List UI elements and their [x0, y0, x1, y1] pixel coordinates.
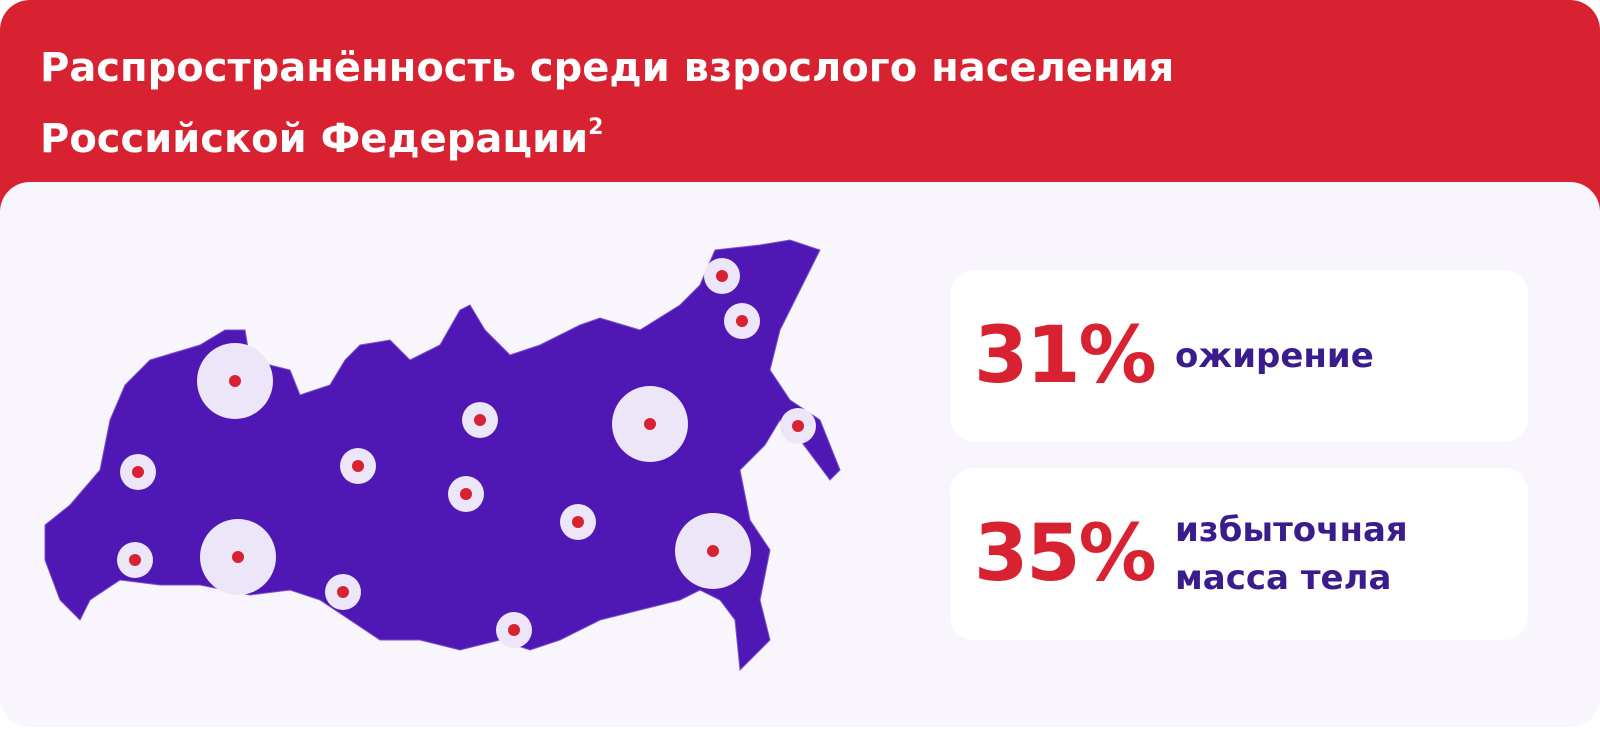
- marker-dot: [337, 586, 349, 598]
- stat-label-line: масса тела: [1175, 558, 1392, 598]
- marker-dot: [508, 624, 520, 636]
- title: Распространённость среди взрослого насел…: [40, 38, 1174, 169]
- stat-label: избыточная масса тела: [1175, 506, 1408, 602]
- marker-dot: [707, 545, 719, 557]
- marker-dot: [129, 554, 141, 566]
- stat-label: ожирение: [1175, 332, 1374, 380]
- marker-dot: [460, 488, 472, 500]
- footnote-marker: 2: [588, 115, 604, 140]
- map: [44, 239, 841, 672]
- marker-dot: [644, 418, 656, 430]
- stat-card: 31% ожирение: [950, 270, 1528, 442]
- stat-label-line: избыточная: [1175, 510, 1408, 550]
- marker-dot: [474, 414, 486, 426]
- marker-dot: [232, 551, 244, 563]
- marker-dot: [572, 516, 584, 528]
- marker-dot: [352, 460, 364, 472]
- map-markers: [117, 258, 816, 648]
- marker-dot: [736, 315, 748, 327]
- title-line: Российской Федерации: [40, 116, 589, 162]
- marker-dot: [132, 466, 144, 478]
- stat-card: 35% избыточная масса тела: [950, 468, 1528, 640]
- stat-label-line: ожирение: [1175, 336, 1374, 376]
- marker-dot: [229, 375, 241, 387]
- marker-dot: [792, 420, 804, 432]
- russia-map: [44, 239, 841, 672]
- marker-dot: [716, 270, 728, 282]
- stat-value: 31%: [974, 311, 1157, 401]
- title-line: Распространённость среди взрослого насел…: [40, 45, 1175, 91]
- stat-value: 35%: [974, 509, 1157, 599]
